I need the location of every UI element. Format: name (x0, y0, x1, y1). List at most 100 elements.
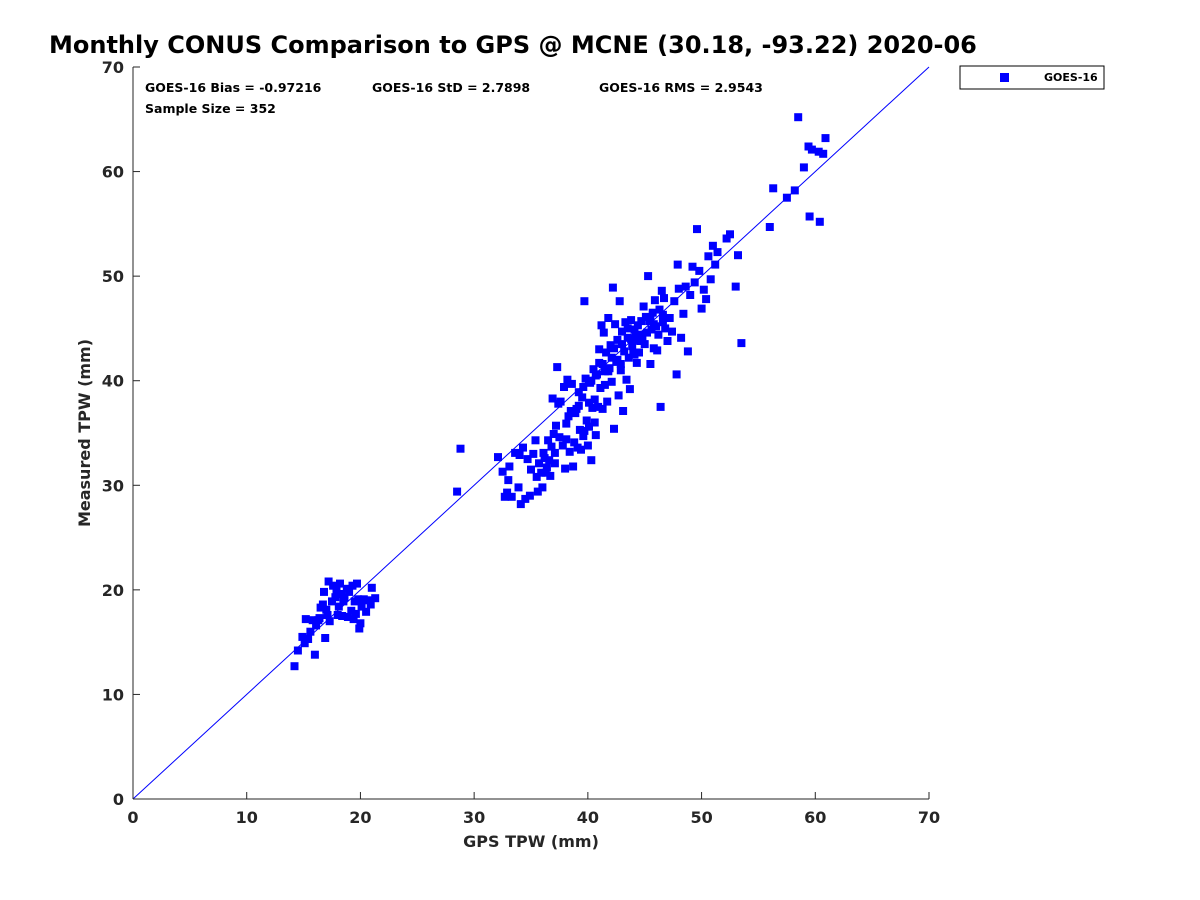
data-point (494, 453, 502, 462)
data-point (579, 383, 588, 391)
data-point (821, 134, 830, 143)
x-axis-label: GPS TPW (mm) (463, 832, 599, 851)
data-point (683, 347, 692, 356)
data-point (677, 333, 686, 342)
data-point (737, 339, 746, 348)
plot-area (132, 66, 930, 800)
data-point (574, 388, 583, 397)
data-point (529, 449, 538, 458)
data-point (618, 327, 626, 336)
data-point (670, 297, 679, 306)
data-point (328, 597, 336, 606)
data-point (533, 487, 542, 496)
data-point (611, 320, 620, 329)
data-point (648, 308, 657, 317)
legend: GOES-16 (959, 65, 1105, 90)
data-point (500, 492, 509, 501)
data-point (569, 462, 578, 471)
data-point (527, 465, 535, 474)
data-point (625, 385, 634, 394)
data-point (565, 447, 574, 456)
data-point (794, 113, 803, 122)
data-point (523, 455, 532, 464)
data-point (616, 366, 625, 375)
data-point (521, 494, 530, 503)
data-point (329, 581, 338, 590)
data-point (655, 305, 664, 314)
data-point (579, 432, 588, 441)
data-point (555, 433, 564, 442)
data-point (364, 596, 373, 605)
data-point (366, 600, 375, 609)
data-point (594, 402, 603, 411)
data-point (348, 581, 357, 590)
data-point (631, 331, 640, 340)
y-axis-label: Measured TPW (mm) (75, 339, 94, 527)
data-point (331, 593, 340, 602)
data-point (516, 500, 525, 509)
data-point (585, 422, 593, 431)
data-point (354, 595, 363, 604)
data-point (542, 463, 551, 472)
data-point (357, 602, 366, 611)
data-point (657, 286, 666, 295)
data-point (567, 379, 576, 388)
data-point (636, 337, 645, 345)
data-point (624, 353, 633, 362)
data-point (799, 163, 808, 172)
data-point (564, 412, 573, 421)
data-point (574, 401, 583, 410)
data-point (566, 407, 575, 415)
data-point (708, 241, 717, 250)
data-point (351, 609, 360, 618)
data-point (550, 448, 559, 457)
data-point (547, 442, 556, 451)
data-point (591, 431, 600, 440)
stats-annotations: GOES-16 Bias = -0.97216 GOES-16 StD = 2.… (145, 80, 763, 116)
data-point (355, 624, 364, 633)
data-point (734, 251, 742, 260)
data-point (619, 407, 628, 415)
data-point (339, 597, 348, 606)
data-point (660, 294, 668, 303)
data-point (514, 483, 523, 492)
data-point (658, 310, 667, 319)
data-point (807, 145, 816, 154)
data-point (726, 230, 734, 239)
data-point (359, 595, 368, 604)
data-point (535, 459, 543, 468)
data-point (322, 605, 331, 614)
data-point (627, 316, 636, 325)
data-point (367, 583, 376, 592)
data-point (585, 398, 593, 407)
data-point (349, 615, 358, 624)
data-point (315, 614, 324, 623)
data-point (686, 291, 695, 299)
data-point (595, 358, 604, 367)
legend-box (959, 65, 1105, 90)
data-point (674, 284, 683, 293)
data-point (661, 324, 670, 333)
data-point (690, 278, 699, 287)
data-point (613, 355, 622, 364)
y-tick-label: 30 (102, 476, 124, 495)
data-point (456, 444, 465, 453)
data-point (580, 297, 589, 306)
data-point (602, 348, 611, 357)
legend-label: GOES-16 (1044, 71, 1098, 84)
sample-size-stat: Sample Size = 352 (145, 101, 276, 116)
data-point (656, 402, 665, 411)
data-point (649, 320, 658, 329)
data-point (550, 459, 559, 468)
data-point (333, 611, 342, 619)
data-points (290, 113, 830, 671)
data-point (782, 193, 791, 202)
legend-marker-square (1000, 73, 1009, 82)
data-point (545, 456, 554, 465)
x-tick-label: 60 (804, 808, 826, 827)
data-point (507, 492, 516, 501)
data-point (623, 324, 632, 333)
data-point (321, 634, 330, 642)
x-tick-label: 20 (349, 808, 371, 827)
